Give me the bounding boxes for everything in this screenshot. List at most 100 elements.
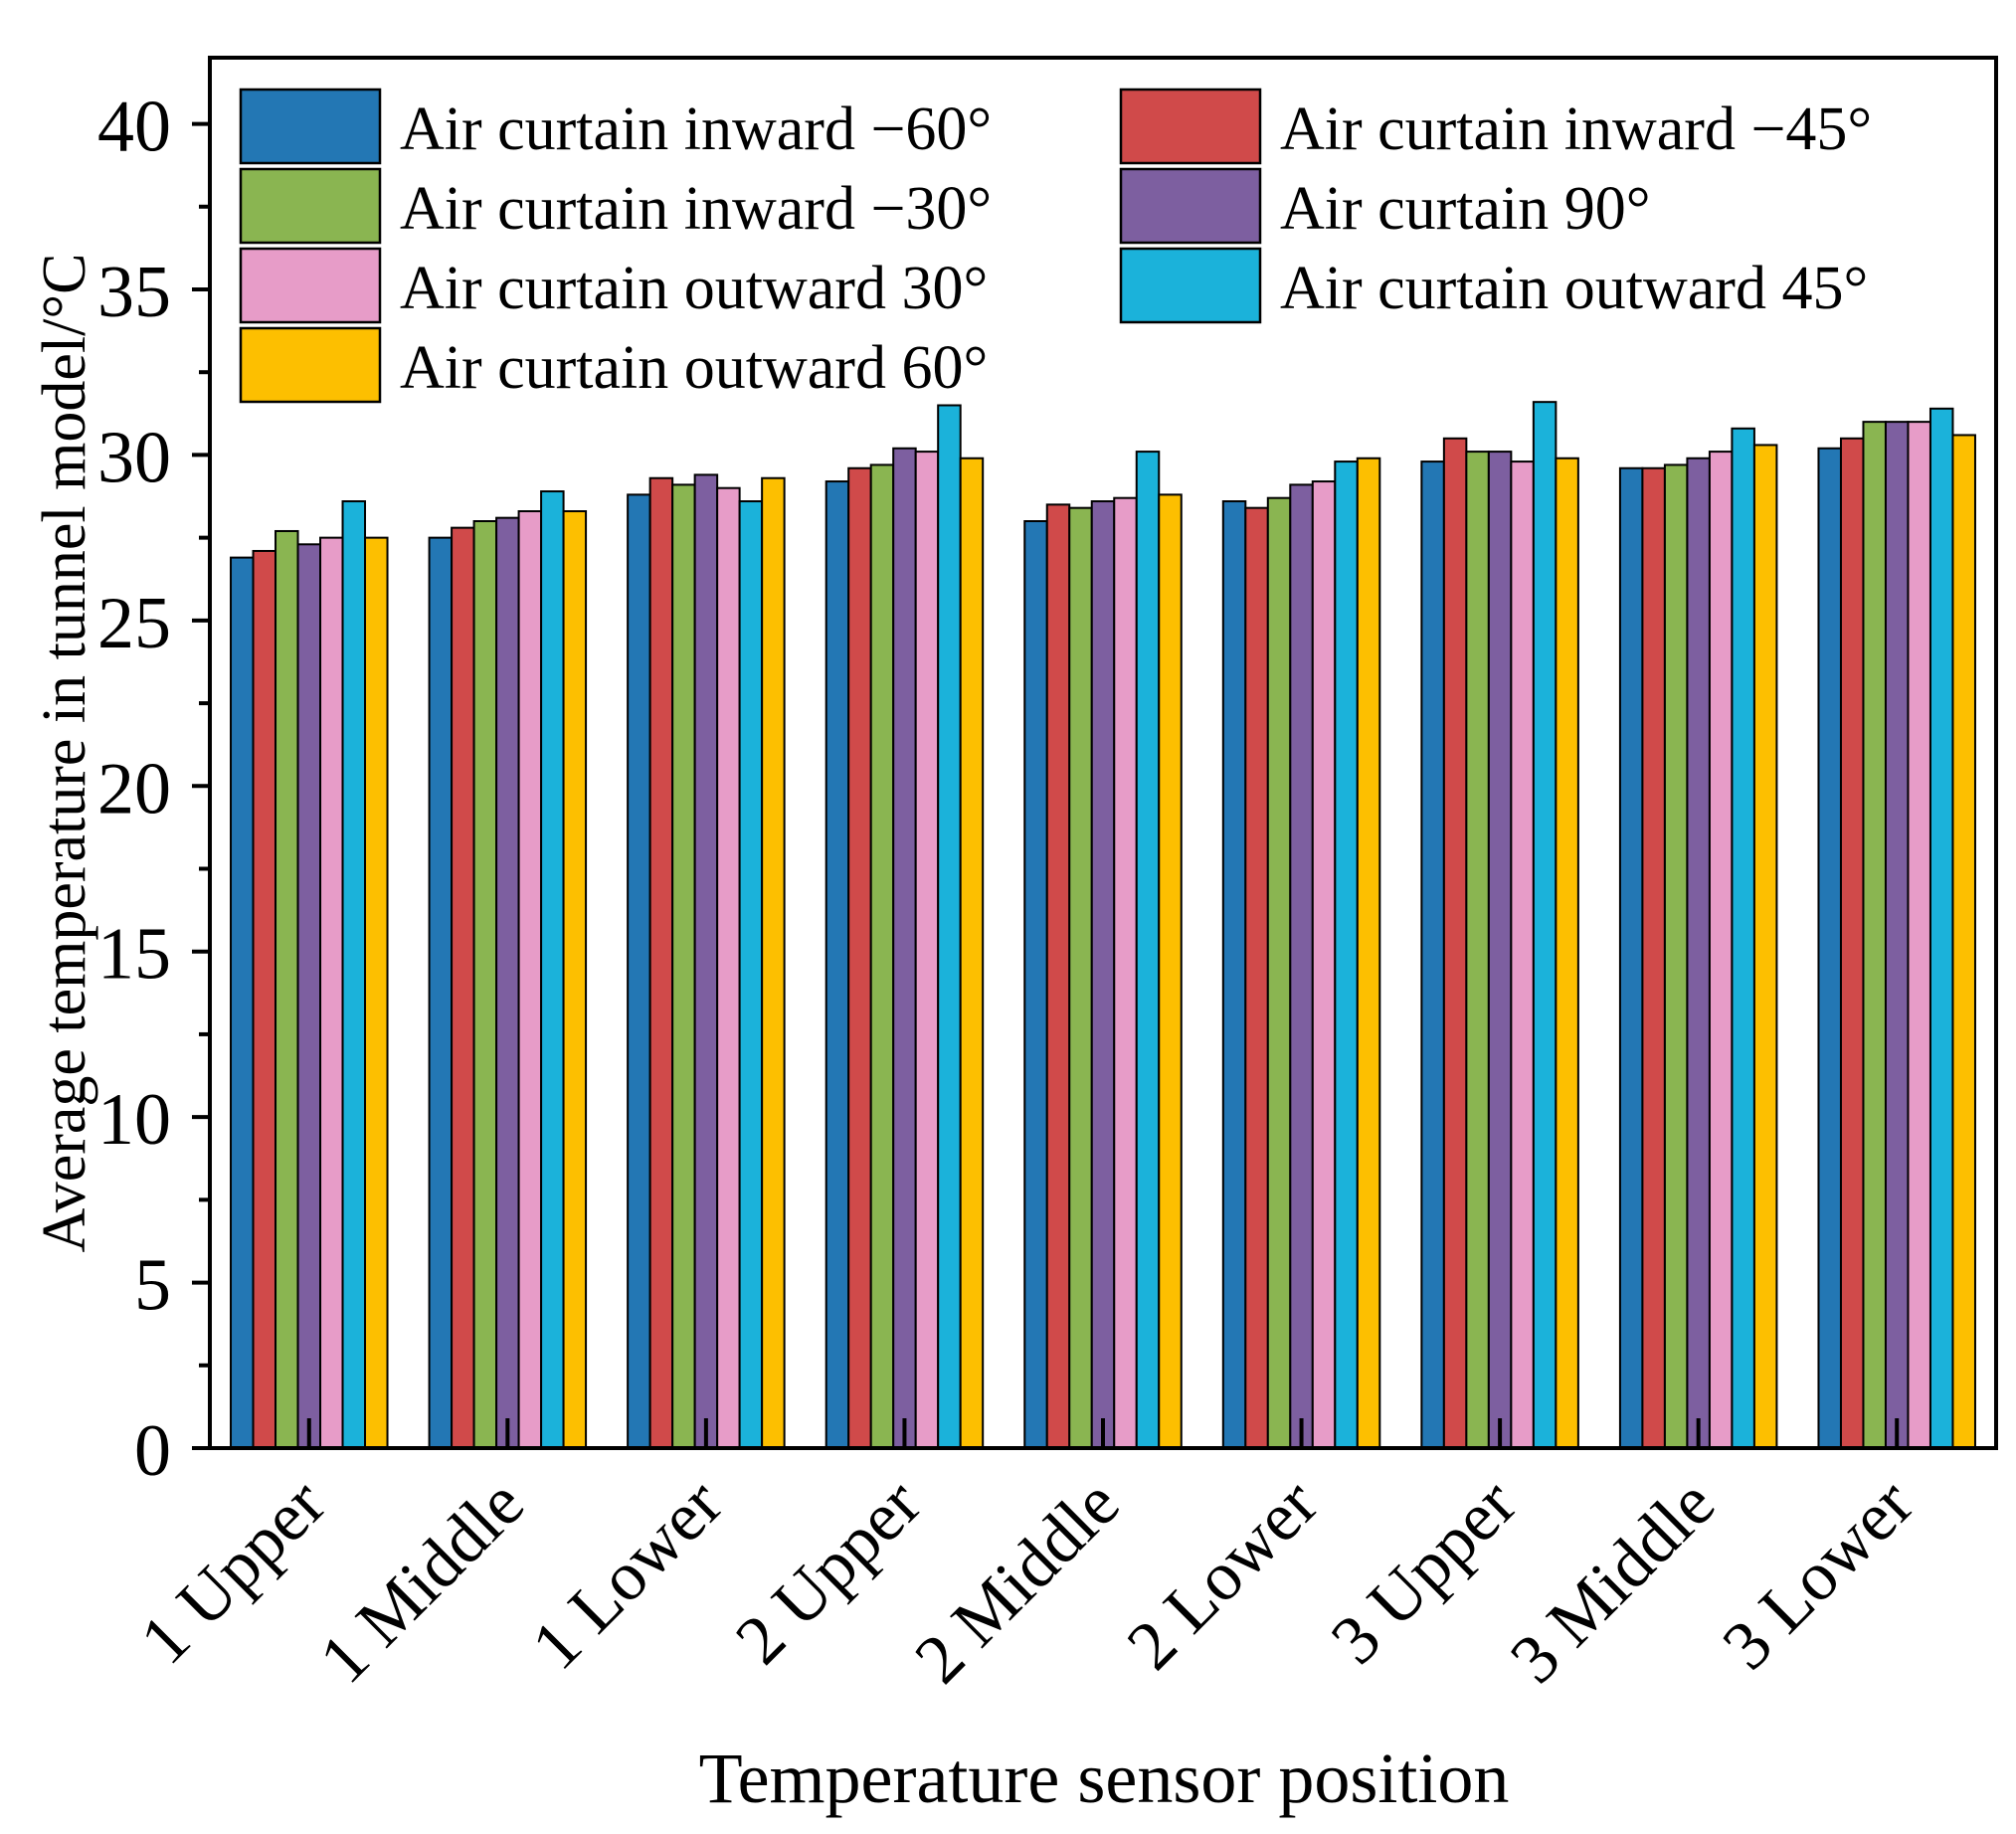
bar-9-3: [1862, 421, 1887, 1450]
x-tick-label: 1 Lower: [517, 1465, 737, 1685]
bar-1-3: [275, 529, 299, 1449]
bar-6-2: [1244, 506, 1269, 1449]
x-tick-label: 2 Middle: [901, 1465, 1135, 1699]
bar-8-3: [1663, 463, 1689, 1449]
bar-7-5: [1510, 460, 1535, 1450]
bar-1-1: [230, 556, 255, 1449]
bar-9-6: [1928, 407, 1954, 1449]
legend-label: Air curtain inward −45°: [1280, 95, 1872, 163]
y-axis-ticks: 0 5 10 15 20 25 30 35 40: [97, 87, 210, 1492]
legend-label: Air curtain outward 30°: [400, 255, 988, 322]
bar-2-2: [451, 526, 475, 1449]
bar-6-6: [1334, 460, 1359, 1450]
bar-8-5: [1708, 451, 1734, 1450]
bar-5-5: [1113, 496, 1138, 1449]
y-tick-label: 0: [134, 1410, 171, 1492]
bar-9-1: [1817, 447, 1842, 1449]
legend-label: Air curtain 90°: [1280, 175, 1651, 243]
bar-5-1: [1023, 520, 1048, 1449]
x-tick-marks: [306, 1418, 1900, 1448]
legend-swatch: [239, 326, 382, 404]
bar-1-2: [252, 549, 277, 1449]
bar-3-5: [716, 486, 741, 1449]
bar-2-1: [428, 536, 454, 1449]
bar-5-6: [1135, 451, 1161, 1450]
bar-4-4: [892, 447, 917, 1449]
bar-5-4: [1090, 500, 1116, 1449]
bar-4-1: [825, 480, 850, 1449]
bar-5-2: [1045, 503, 1071, 1450]
bar-6-3: [1266, 496, 1292, 1449]
bar-9-5: [1907, 421, 1931, 1450]
bar-5-3: [1068, 506, 1093, 1449]
legend-swatch: [239, 88, 382, 165]
legend-label: Air curtain inward −60°: [400, 95, 992, 163]
bar-8-2: [1641, 466, 1666, 1449]
bar-6-5: [1311, 480, 1337, 1449]
bar-2-7: [562, 510, 588, 1449]
legend-label: Air curtain outward 45°: [1280, 255, 1868, 322]
bar-2-3: [472, 520, 498, 1449]
bar-4-5: [914, 451, 940, 1450]
bar-8-4: [1686, 457, 1711, 1449]
legend-swatch: [1119, 88, 1262, 165]
y-tick-label: 20: [97, 748, 171, 829]
bar-1-4: [296, 543, 322, 1449]
bar-2-5: [517, 510, 543, 1449]
bar-5-7: [1158, 493, 1183, 1450]
bar-6-4: [1289, 483, 1314, 1449]
bar-1-7: [364, 536, 389, 1449]
bar-3-3: [671, 483, 696, 1449]
y-axis-label: Average temperature in tunnel model/°C: [31, 254, 98, 1253]
legend-label: Air curtain outward 60°: [400, 334, 988, 402]
bar-3-6: [738, 500, 764, 1449]
y-tick-label: 35: [97, 252, 171, 333]
bar-8-1: [1618, 466, 1644, 1449]
legend-swatch: [239, 167, 382, 245]
bar-6-1: [1221, 500, 1247, 1449]
y-tick-label: 15: [97, 914, 171, 996]
bar-7-4: [1487, 451, 1513, 1450]
y-tick-label: 30: [97, 417, 171, 498]
bars-layer: [230, 401, 1976, 1450]
bar-7-7: [1555, 457, 1579, 1449]
bar-3-1: [627, 493, 651, 1450]
bar-7-2: [1442, 437, 1468, 1449]
bar-8-7: [1752, 444, 1778, 1449]
legend-swatch: [1119, 247, 1262, 324]
legend-label: Air curtain inward −30°: [400, 175, 992, 243]
bar-1-5: [319, 536, 344, 1449]
x-tick-label: 1 Middle: [305, 1465, 539, 1699]
x-axis-label: Temperature sensor position: [699, 1739, 1510, 1818]
bar-3-4: [693, 473, 719, 1449]
bar-4-6: [937, 404, 962, 1449]
y-tick-label: 10: [97, 1079, 171, 1161]
bar-2-4: [495, 516, 520, 1449]
bar-9-7: [1951, 434, 1976, 1449]
bar-6-7: [1356, 457, 1381, 1449]
bar-7-1: [1420, 460, 1445, 1450]
bar-1-6: [341, 500, 367, 1449]
bar-4-7: [959, 457, 985, 1449]
x-tick-label: 3 Middle: [1496, 1465, 1730, 1699]
legend-swatch: [239, 247, 382, 324]
x-tick-label: 3 Lower: [1709, 1465, 1928, 1685]
bar-4-2: [847, 466, 872, 1449]
legend-swatch: [1119, 167, 1262, 245]
bar-2-6: [540, 490, 565, 1449]
bar-9-4: [1884, 421, 1910, 1450]
bar-8-6: [1731, 427, 1755, 1449]
bar-4-3: [869, 463, 895, 1449]
y-tick-label: 25: [97, 583, 171, 664]
plot-frame: [208, 56, 1998, 1450]
y-tick-label: 5: [134, 1245, 171, 1327]
y-tick-label: 40: [97, 87, 171, 168]
bar-7-6: [1532, 401, 1558, 1450]
bar-9-2: [1839, 437, 1865, 1449]
bar-3-2: [648, 476, 674, 1449]
bar-3-7: [761, 476, 786, 1449]
x-tick-label: 2 Lower: [1113, 1465, 1333, 1685]
legend: Air curtain inward −60° Air curtain inwar…: [239, 88, 1872, 404]
